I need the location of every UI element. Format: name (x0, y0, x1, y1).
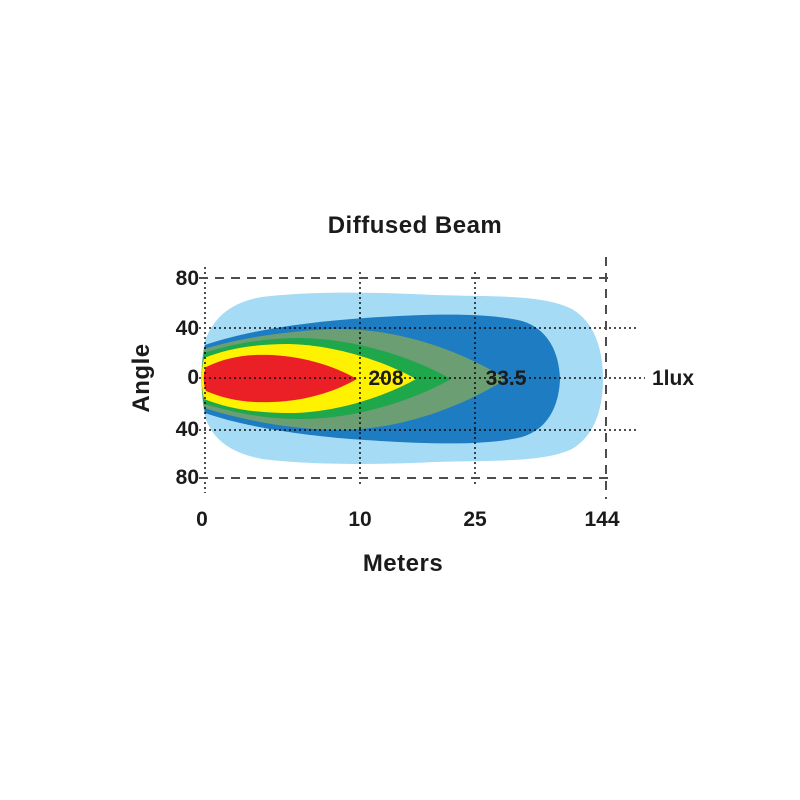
y-tick-40-top: 40 (175, 317, 199, 340)
y-tick-80-top: 80 (175, 267, 199, 290)
annotation-1lux: 1lux (651, 367, 695, 390)
annotation-33-5-lux: 33.5 (485, 367, 527, 390)
x-tick-0: 0 (196, 508, 208, 531)
y-tick-0: 0 (187, 366, 199, 389)
x-tick-144: 144 (584, 508, 620, 531)
gridlines (199, 257, 645, 499)
x-tick-10: 10 (348, 508, 372, 531)
annotation-208-lux: 208 (368, 367, 404, 390)
y-axis-title: Angle (128, 343, 155, 413)
y-tick-40-bottom: 40 (175, 418, 199, 441)
y-tick-80-bottom: 80 (175, 466, 199, 489)
chart-title: Diffused Beam (327, 212, 503, 239)
x-axis-title: Meters (362, 550, 444, 577)
beam-zones (201, 292, 603, 464)
x-tick-25: 25 (463, 508, 487, 531)
